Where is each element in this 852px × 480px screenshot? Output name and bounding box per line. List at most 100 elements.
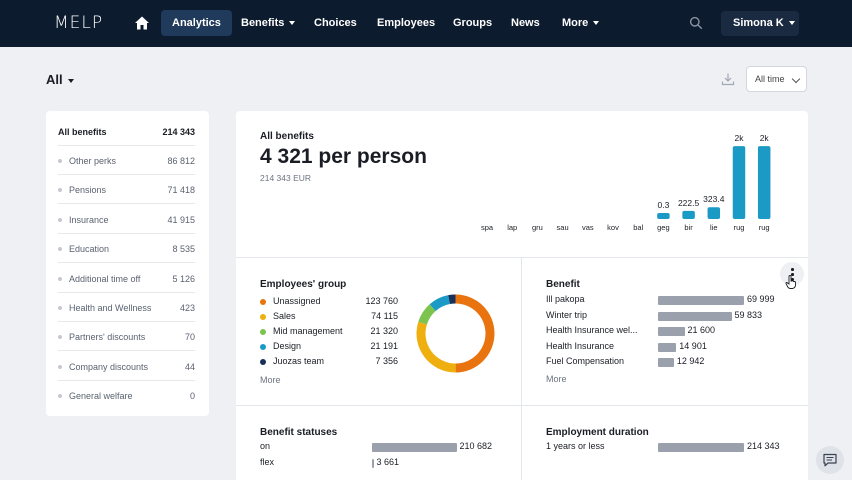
sidebar-item-value: 71 418	[167, 185, 195, 195]
donut-segment[interactable]	[416, 321, 456, 373]
nav-more[interactable]: More	[551, 10, 610, 36]
logo[interactable]: MELP	[54, 13, 104, 33]
bullet-icon	[58, 277, 62, 281]
bar-row[interactable]: Winter trip 59 833	[546, 310, 806, 324]
bar-row[interactable]: flex 3 661	[260, 457, 520, 471]
legend-item[interactable]: Design 21 191	[260, 341, 398, 355]
group-filter-dropdown[interactable]: All	[46, 72, 74, 87]
legend-item[interactable]: Juozas team 7 356	[260, 356, 398, 370]
nav-more-label: More	[562, 17, 589, 29]
nav-news[interactable]: News	[500, 10, 551, 36]
nav-choices-label: Choices	[314, 17, 357, 29]
sidebar-item-pensions[interactable]: Pensions 71 418	[58, 175, 195, 204]
bar-row[interactable]: Health Insurance 14 901	[546, 341, 806, 355]
bar-label: Health Insurance	[546, 340, 615, 351]
bar	[372, 443, 457, 452]
nav-choices[interactable]: Choices	[303, 10, 368, 36]
user-name: Simona K	[733, 17, 784, 29]
sidebar-item-company-discounts[interactable]: Company discounts 44	[58, 352, 195, 381]
bullet-icon	[58, 188, 62, 192]
sidebar-item-label: Company discounts	[69, 362, 149, 372]
sidebar-item-education[interactable]: Education 8 535	[58, 234, 195, 263]
group-filter-label: All	[46, 72, 63, 87]
legend-dot-icon	[260, 329, 266, 335]
legend-label: Unassigned	[273, 296, 321, 306]
legend-label: Sales	[273, 311, 296, 321]
nav-groups[interactable]: Groups	[442, 10, 503, 36]
home-icon[interactable]	[133, 14, 151, 32]
bar-row[interactable]: Fuel Compensation 12 942	[546, 356, 806, 370]
divider	[236, 257, 808, 258]
download-icon[interactable]	[721, 72, 735, 86]
chevron-down-icon	[593, 21, 600, 26]
total-amount: 214 343 EUR	[260, 173, 312, 183]
sidebar-item-partners-discounts[interactable]: Partners' discounts 70	[58, 322, 195, 351]
bar-value: 12 942	[676, 356, 705, 366]
divider	[521, 257, 522, 480]
sidebar-item-insurance[interactable]: Insurance 41 915	[58, 205, 195, 234]
bar-row[interactable]: Ill pakopa 69 999	[546, 294, 806, 308]
chat-icon	[823, 453, 837, 467]
legend-value: 74 115	[371, 311, 398, 321]
bar-label: Fuel Compensation	[546, 356, 625, 366]
benefit-statuses-title: Benefit statuses	[260, 427, 338, 438]
donut-segment[interactable]	[429, 295, 450, 312]
bar-label: flex	[260, 457, 275, 467]
user-menu-button[interactable]: Simona K	[721, 11, 799, 36]
sidebar-item-all-benefits[interactable]: All benefits 214 343	[58, 117, 195, 146]
employees-group-more-link[interactable]: More	[260, 375, 281, 385]
donut-segment[interactable]	[418, 304, 436, 325]
employees-group-donut	[416, 294, 495, 373]
time-range-select[interactable]: All time	[746, 66, 807, 92]
sidebar-item-label: Health and Wellness	[69, 303, 152, 313]
legend-dot-icon	[260, 299, 266, 305]
chat-button[interactable]	[816, 446, 844, 474]
bar-value: 59 833	[734, 309, 763, 320]
bullet-icon	[58, 335, 62, 339]
legend-value: 7 356	[375, 356, 398, 366]
nav-employees-label: Employees	[377, 17, 436, 29]
legend-dot-icon	[260, 314, 266, 320]
bar	[372, 459, 374, 468]
sidebar-item-value: 0	[189, 391, 195, 401]
bar-row[interactable]: on 210 682	[260, 441, 520, 455]
donut-segment[interactable]	[455, 294, 495, 373]
bar-label: Ill pakopa	[546, 294, 585, 304]
bar-row[interactable]: Health Insurance wel... 21 600	[546, 325, 806, 339]
sidebar-item-health-and-wellness[interactable]: Health and Wellness 423	[58, 293, 195, 322]
bar-label: on	[260, 441, 271, 451]
bar	[658, 296, 744, 305]
search-icon[interactable]	[689, 16, 703, 30]
nav-analytics[interactable]: Analytics	[161, 10, 232, 36]
nav-employees[interactable]: Employees	[366, 10, 446, 36]
chevron-down-icon	[67, 78, 74, 83]
sidebar-item-general-welfare[interactable]: General welfare 0	[58, 381, 195, 410]
nav-benefits[interactable]: Benefits	[230, 10, 306, 36]
bar-row[interactable]: 1 years or less 214 343	[546, 441, 806, 455]
bar	[658, 327, 685, 336]
benefit-category-sidebar: All benefits 214 343 Other perks 86 812 …	[46, 111, 209, 416]
bar-value: 14 901	[679, 340, 707, 351]
legend-item[interactable]: Sales 74 115	[260, 311, 398, 325]
legend-value: 123 760	[365, 296, 398, 306]
benefit-title: Benefit	[546, 279, 580, 290]
bar-value: 210 682	[459, 441, 493, 451]
bar-value: 214 343	[747, 441, 780, 451]
sidebar-item-value: 44	[184, 362, 195, 372]
sidebar-item-label: General welfare	[69, 391, 133, 401]
donut-segment[interactable]	[448, 294, 456, 305]
sidebar-item-other-perks[interactable]: Other perks 86 812	[58, 146, 195, 175]
legend-item[interactable]: Mid management 21 320	[260, 326, 398, 340]
nav-benefits-label: Benefits	[241, 17, 285, 29]
chevron-down-icon	[791, 74, 801, 84]
all-benefits-title: All benefits	[260, 131, 314, 142]
sidebar-item-label: Education	[69, 244, 110, 254]
legend-label: Mid management	[273, 326, 343, 336]
legend-item[interactable]: Unassigned 123 760	[260, 296, 398, 310]
bar-label: 1 years or less	[546, 441, 605, 451]
chevron-down-icon	[788, 21, 795, 26]
benefit-more-link[interactable]: More	[546, 374, 567, 384]
sidebar-item-additional-time-off[interactable]: Additional time off 5 126	[58, 264, 195, 293]
bullet-icon	[58, 306, 62, 310]
divider	[236, 405, 808, 406]
